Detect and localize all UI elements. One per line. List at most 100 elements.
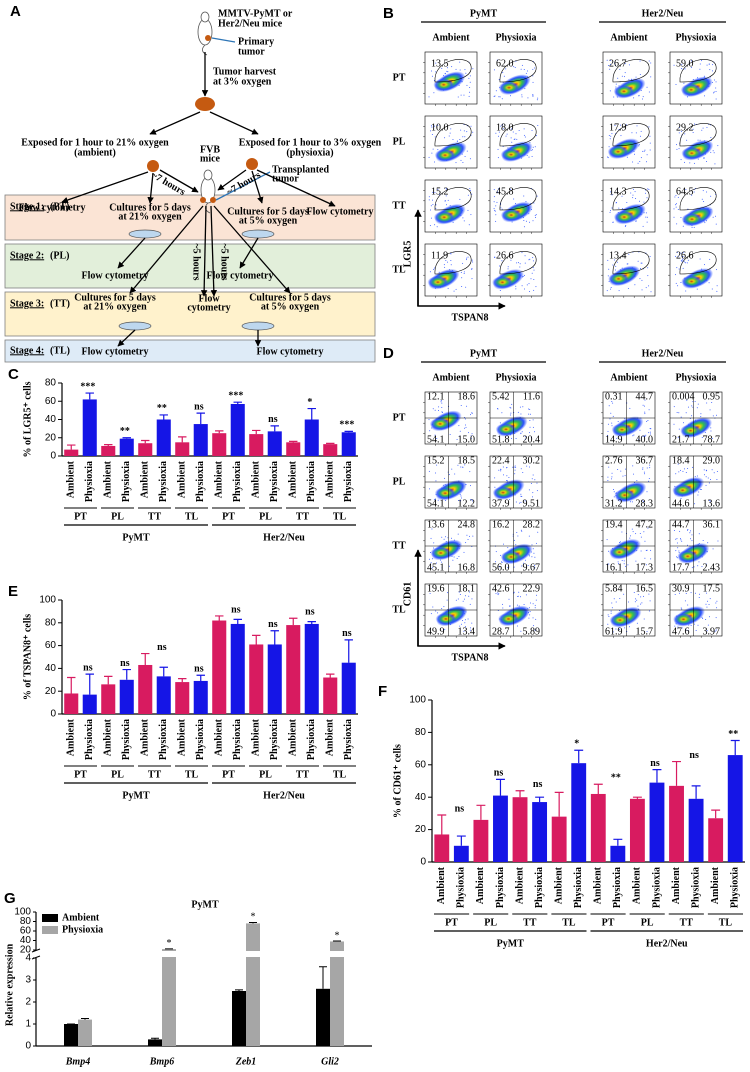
label: Ambient (432, 372, 470, 383)
x-tick-label: Ambient (514, 866, 525, 904)
event-dot (519, 406, 521, 408)
group-label: PyMT (122, 790, 150, 801)
event-dot (608, 405, 610, 407)
event-dot (431, 567, 433, 569)
bar (101, 684, 116, 714)
event-dot (628, 626, 630, 628)
event-dot (609, 138, 611, 140)
y-tick-label: 80 (415, 727, 427, 738)
bar (341, 432, 356, 456)
event-dot (645, 564, 647, 566)
group-label: Her2/Neu (646, 938, 688, 949)
quadrant-value: 30.9 (672, 583, 690, 594)
flow-plot (668, 583, 723, 638)
event-dot (536, 490, 538, 492)
event-dot (519, 263, 521, 265)
event-dot (506, 466, 508, 468)
event-dot (644, 192, 646, 194)
event-dot (444, 628, 446, 630)
event-dot (648, 409, 650, 411)
event-dot (642, 96, 644, 98)
event-dot (631, 132, 633, 134)
gate (679, 59, 717, 83)
event-dot (493, 208, 495, 210)
error-bar (159, 666, 168, 677)
flow-plot (488, 115, 543, 170)
event-dot (606, 563, 608, 565)
event-dot (511, 128, 513, 130)
event-dot (675, 538, 677, 540)
event-dot (611, 422, 613, 424)
event-dot (675, 194, 677, 196)
event-dot (535, 542, 537, 544)
event-dot (513, 566, 515, 568)
event-dot (646, 197, 648, 199)
event-dot (468, 432, 470, 434)
legend-label: Ambient (62, 912, 100, 923)
event-dot (459, 69, 461, 71)
event-dot (709, 409, 711, 411)
event-dot (432, 606, 434, 608)
event-dot (707, 600, 709, 602)
event-dot (521, 252, 523, 254)
bar (727, 755, 743, 862)
event-dot (632, 188, 634, 190)
error-bar (252, 634, 261, 645)
event-dot (648, 593, 650, 595)
error-bar (344, 639, 353, 663)
label: at 5% oxygen (239, 215, 298, 226)
event-dot (643, 595, 645, 597)
event-dot (675, 206, 677, 208)
culture-dish (241, 229, 275, 239)
y-tick-label: 100 (14, 907, 31, 918)
event-dot (677, 196, 679, 198)
flow-plot (423, 583, 478, 638)
gate-value: 11.9 (431, 250, 448, 261)
event-dot (428, 419, 430, 421)
event-dot (524, 136, 526, 138)
event-dot (700, 413, 702, 415)
event-dot (678, 428, 680, 430)
event-dot (442, 629, 444, 631)
event-dot (634, 191, 636, 193)
event-dot (703, 201, 705, 203)
event-dot (696, 475, 698, 477)
event-dot (432, 148, 434, 150)
error-bar (711, 809, 721, 819)
flow-plot (423, 51, 478, 106)
bar (330, 941, 344, 1046)
event-dot (431, 528, 433, 530)
quadrant-value: 54.1 (427, 434, 445, 445)
event-dot (711, 402, 713, 404)
event-dot (466, 534, 468, 536)
event-dot (636, 125, 638, 127)
event-dot (613, 96, 615, 98)
bar (649, 782, 665, 862)
event-dot (699, 68, 701, 70)
event-dot (532, 257, 534, 259)
event-dot (493, 189, 495, 191)
legend-swatch (42, 914, 58, 922)
event-dot (516, 138, 518, 140)
event-dot (623, 563, 625, 565)
event-dot (713, 91, 715, 93)
quadrant-value: 54.1 (427, 498, 445, 509)
gate-value: 26.6 (496, 250, 514, 261)
event-dot (627, 263, 629, 265)
event-dot (674, 196, 676, 198)
y-tick-label: 80 (45, 617, 57, 628)
event-dot (511, 403, 513, 405)
event-dot (617, 421, 619, 423)
event-dot (505, 68, 507, 70)
label: Stage 3: (10, 298, 44, 309)
error-bar (196, 412, 205, 425)
event-dot (532, 95, 534, 97)
gate-value: 13.4 (609, 250, 627, 261)
x-tick-label: Zeb1 (235, 1056, 257, 1067)
gate-value: 15.2 (431, 186, 449, 197)
event-dot (441, 567, 443, 569)
bar (323, 444, 338, 456)
event-dot (611, 472, 613, 474)
label: Cultures for 5 days (249, 292, 331, 303)
event-dot (645, 434, 647, 436)
